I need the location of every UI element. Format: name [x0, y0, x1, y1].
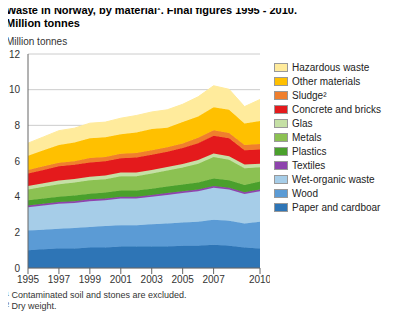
- svg-text:2001: 2001: [110, 274, 133, 285]
- html-text:Sludge²: Sludge²: [292, 89, 327, 101]
- svg-text:2007: 2007: [202, 274, 225, 285]
- html-text:Waste in Norway, by material¹.: Waste in Norway, by material¹. Final fig…: [6, 4, 297, 16]
- html-text:² Dry weight.: ² Dry weight.: [6, 301, 57, 311]
- html-text:Wood: Wood: [292, 187, 318, 199]
- svg-text:2003: 2003: [141, 274, 164, 285]
- svg-text:8: 8: [14, 120, 20, 131]
- svg-text:0: 0: [14, 263, 20, 274]
- svg-text:4: 4: [14, 191, 20, 202]
- svg-text:10: 10: [9, 84, 21, 95]
- html-text:Concrete and bricks: Concrete and bricks: [292, 103, 381, 115]
- svg-text:6: 6: [14, 156, 20, 167]
- html-text:Metals: Metals: [292, 131, 322, 143]
- svg-text:1997: 1997: [48, 274, 71, 285]
- html-text:Plastics: Plastics: [292, 145, 327, 157]
- svg-text:2: 2: [14, 227, 20, 238]
- html-text:Million tonnes: Million tonnes: [6, 36, 68, 47]
- svg-text:2010: 2010: [249, 274, 270, 285]
- svg-text:1995: 1995: [17, 274, 40, 285]
- html-text:Wet-organic waste: Wet-organic waste: [292, 173, 375, 185]
- html-text:Textiles: Textiles: [292, 159, 326, 171]
- svg-text:1999: 1999: [79, 274, 102, 285]
- html-text:Million tonnes: Million tonnes: [6, 17, 80, 29]
- html-text:¹ Contaminated soil and stones: ¹ Contaminated soil and stones are exclu…: [6, 290, 187, 300]
- html-text:Paper and cardboar: Paper and cardboar: [292, 201, 381, 213]
- svg-text:2005: 2005: [172, 274, 195, 285]
- svg-text:12: 12: [9, 49, 21, 60]
- html-text:Glas: Glas: [292, 117, 313, 129]
- html-text:Other materials: Other materials: [292, 75, 361, 87]
- html-text:Hazardous waste: Hazardous waste: [292, 61, 370, 73]
